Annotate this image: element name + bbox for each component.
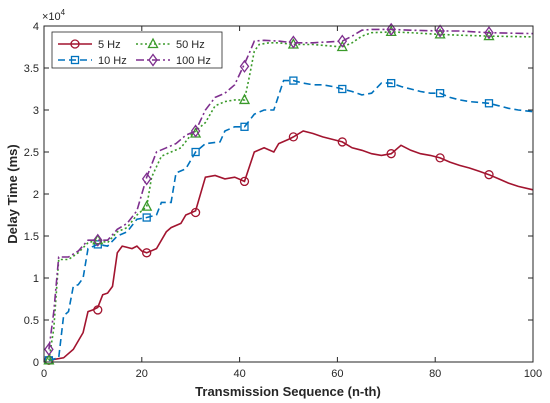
series-100-hz [44,22,534,357]
legend-marker [148,53,158,67]
data-point-marker [190,124,201,138]
series-line [48,130,534,362]
tick-layer: 0 20 40 60 80 100 0 0.5 1 1.5 2 2.5 3 3.5 4 [24,21,542,380]
data-point-marker [336,40,348,52]
data-point-marker [484,26,494,40]
legend: 5 Hz 10 Hz 50 Hz 100 Hz [51,31,223,69]
data-point-marker [289,76,298,85]
plot-area [44,26,533,362]
data-point-marker [93,305,103,315]
y-tick-label: 4 [33,21,39,33]
x-tick-label: 0 [41,368,47,380]
y-tick-label: 3.5 [24,63,39,75]
y-tick-label: 2.5 [24,147,39,159]
legend-label: 50 Hz [176,39,205,51]
data-point-marker [239,59,250,73]
series-line [48,28,534,350]
series-line [48,79,534,362]
x-tick-label: 40 [233,368,245,380]
series-5-hz [44,130,534,365]
legend-marker [70,55,80,65]
data-point-marker [191,147,200,157]
series-layer [43,22,534,365]
data-point-marker [435,24,445,38]
data-point-marker [238,93,251,105]
data-point-marker [141,200,153,211]
data-point-marker [484,99,494,108]
x-tick-label: 60 [331,368,343,380]
data-point-marker [190,207,201,218]
y-tick-label: 2 [33,189,39,201]
data-point-marker [288,132,299,142]
data-point-marker [141,172,152,186]
x-tick-label: 80 [429,368,441,380]
data-point-marker [43,353,55,365]
data-point-marker [337,137,347,147]
legend-box [51,31,223,69]
data-point-marker [484,170,494,180]
y-tick-label: 0 [33,357,39,369]
data-point-marker [142,248,152,258]
series-10-hz [44,76,534,365]
data-point-marker [93,240,102,249]
axes-box [43,25,534,363]
legend-marker [70,39,80,49]
y-tick-label: 1.5 [24,231,39,243]
legend-label: 100 Hz [176,55,211,67]
data-point-marker [142,213,151,222]
x-tick-label: 100 [524,368,542,380]
y-axis-label: Delay Time (ms) [5,144,20,243]
data-point-marker [338,84,347,94]
data-point-marker [92,233,103,247]
data-point-marker [386,22,396,36]
data-point-marker [240,122,249,131]
y-tick-label: 1 [33,273,39,285]
data-point-marker [337,34,348,48]
data-point-marker [435,89,445,98]
x-axis-label: Transmission Sequence (n-th) [195,384,381,399]
data-point-marker [387,78,396,88]
legend-marker [147,37,159,49]
y-exponent-label: ×104 [42,8,66,23]
data-point-marker [386,149,396,159]
x-tick-label: 20 [136,368,148,380]
legend-label: 10 Hz [98,55,127,67]
data-point-marker [435,153,445,163]
data-point-marker [239,176,250,187]
legend-label: 5 Hz [98,39,121,51]
data-point-marker [44,342,54,357]
y-tick-label: 0.5 [24,315,39,327]
data-point-marker [288,35,299,49]
y-tick-label: 3 [33,105,39,117]
